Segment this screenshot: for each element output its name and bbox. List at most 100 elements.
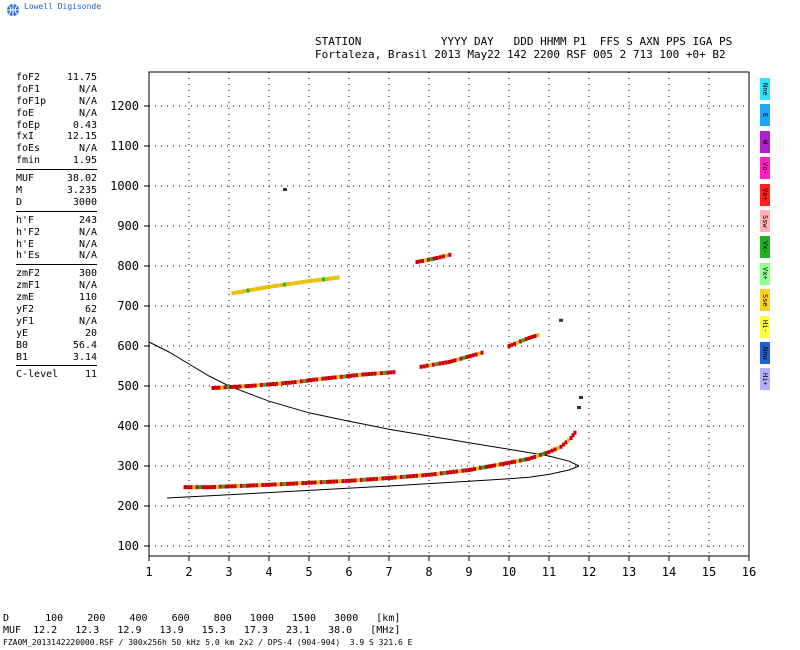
echo-point [376, 371, 380, 376]
echo-point [338, 479, 342, 484]
echo-point [329, 479, 332, 484]
echo-point [217, 385, 221, 390]
echo-point [256, 383, 260, 388]
echo-point [247, 384, 251, 388]
legend-item-vo-: Vo+ [760, 183, 770, 206]
echo-point [204, 485, 208, 490]
echo-point [493, 463, 497, 468]
echo-point [446, 470, 449, 475]
echo-point [315, 377, 319, 382]
echo-point [211, 386, 215, 390]
echo-point [438, 361, 442, 366]
param-value: 12.15 [66, 131, 97, 143]
echo-point [538, 452, 542, 457]
echo-point [346, 374, 349, 379]
echo-point [327, 376, 331, 380]
x-tick-label: 14 [662, 565, 676, 579]
param-value: 20 [84, 327, 97, 339]
echo-point [567, 438, 570, 443]
echo-point [364, 372, 368, 377]
echo-point [258, 483, 262, 488]
echo-point [318, 377, 322, 382]
param-value: 3.235 [66, 185, 97, 197]
param-value: 3000 [72, 196, 97, 208]
echo-point [547, 450, 551, 454]
param-row: foF1 N/A [16, 84, 97, 96]
echo-point [445, 253, 449, 258]
x-tick-label: 15 [702, 565, 716, 579]
echo-point [533, 334, 537, 338]
y-tick-label: 700 [117, 299, 139, 313]
echo-point [246, 483, 249, 488]
echo-point [518, 339, 522, 344]
echo-point [306, 378, 309, 383]
param-name: foF1p [16, 95, 47, 107]
echo-point [507, 344, 511, 348]
echo-point [301, 481, 305, 486]
param-row: yF2 62 [16, 304, 97, 316]
echo-point [429, 257, 433, 262]
echo-point [450, 359, 454, 364]
param-row: h'E N/A [16, 239, 97, 251]
echo-point [186, 485, 190, 490]
echo-point [527, 456, 531, 461]
param-value: N/A [78, 143, 97, 155]
echo-point [559, 318, 563, 322]
echo-point [366, 477, 369, 482]
echo-point [462, 355, 466, 360]
echo-point [325, 277, 328, 281]
echo-point [573, 430, 577, 435]
y-tick-label: 1200 [110, 99, 139, 113]
echo-point [330, 276, 334, 281]
param-separator [16, 264, 97, 266]
echo-point [459, 356, 463, 361]
echo-point [438, 255, 442, 260]
param-name: B0 [16, 339, 29, 351]
echo-point [458, 469, 462, 474]
echo-point [564, 440, 568, 445]
echo-point [231, 291, 235, 296]
echo-point [447, 360, 451, 364]
param-value: 1.95 [72, 155, 97, 167]
param-row: foF1p N/A [16, 96, 97, 108]
echo-point [301, 280, 305, 285]
param-value: 62 [84, 304, 97, 316]
echo-point [264, 285, 268, 290]
echo-point [510, 460, 514, 465]
echo-point [286, 282, 289, 287]
echo-point [406, 474, 409, 479]
param-value: 11.75 [66, 72, 97, 83]
x-tick-label: 1 [145, 565, 152, 579]
echo-point [579, 396, 583, 399]
echo-point [192, 485, 196, 490]
echo-point [544, 451, 548, 455]
echo-point [223, 385, 227, 390]
echo-point [464, 468, 468, 473]
echo-point [224, 484, 228, 489]
echo-point [471, 353, 475, 358]
echo-point [468, 354, 472, 359]
echo-point [258, 286, 262, 291]
echo-point [234, 290, 238, 295]
echo-point [435, 256, 439, 260]
param-value: N/A [78, 280, 97, 292]
echo-point [261, 483, 265, 487]
echo-point [270, 482, 274, 487]
echo-point [504, 461, 508, 466]
echo-point [201, 485, 205, 490]
param-separator [16, 210, 97, 212]
echo-point [298, 481, 302, 486]
echo-point [425, 363, 429, 368]
echo-point [276, 283, 280, 288]
y-tick-label: 1100 [110, 139, 139, 153]
echo-point [521, 457, 525, 462]
echo-point [273, 283, 277, 288]
echo-point [415, 260, 419, 264]
echo-point [183, 485, 187, 490]
echo-point [281, 381, 285, 386]
echo-point [289, 281, 292, 286]
echo-point [241, 384, 245, 389]
y-tick-label: 400 [117, 419, 139, 433]
legend-item-e: E [760, 104, 770, 127]
echo-point [530, 335, 534, 339]
